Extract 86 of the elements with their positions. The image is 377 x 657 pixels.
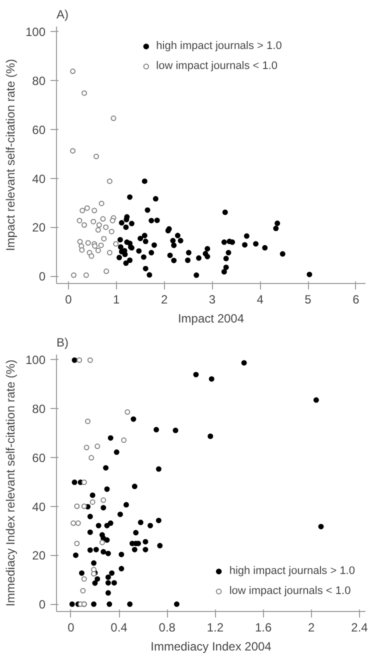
y-tick-label: 60: [32, 450, 46, 465]
x-tick-label: 4: [256, 292, 264, 306]
point: [104, 268, 110, 274]
legend-label: low impact journals < 1.0: [229, 585, 351, 597]
y-tick-label: 20: [32, 220, 46, 235]
point: [82, 90, 88, 96]
point: [88, 455, 94, 461]
legend-label: high impact journals > 1.0: [229, 565, 355, 577]
point: [99, 540, 105, 546]
y-tick-label: 100: [25, 24, 46, 39]
point: [85, 418, 91, 424]
y-tick-label: 40: [32, 500, 46, 514]
point: [90, 218, 96, 224]
point: [95, 227, 101, 233]
point: [98, 242, 104, 248]
point: [74, 504, 80, 509]
point: [108, 228, 114, 234]
x-tick-label: 6: [352, 292, 360, 306]
point: [101, 236, 107, 242]
point: [70, 520, 76, 526]
point: [82, 222, 88, 228]
point: [94, 444, 100, 450]
y-tick-label: 20: [32, 548, 46, 563]
y-axis-title: Impact relevant self-citation rate (%): [3, 58, 18, 252]
point: [75, 520, 81, 526]
x-tick-label: 1.6: [254, 620, 272, 634]
point: [84, 205, 90, 211]
x-axis-title: Immediacy Index 2004: [150, 640, 272, 654]
point: [81, 504, 87, 509]
y-axis-title: Immediacy Index relevant self-citation rate (%): [3, 360, 18, 606]
y-tick-label: 0: [38, 598, 46, 612]
point: [80, 588, 86, 594]
point: [106, 178, 112, 184]
point: [70, 272, 76, 278]
point: [84, 444, 90, 450]
y-tick-label: 80: [32, 74, 46, 88]
point: [90, 499, 96, 505]
point: [81, 480, 87, 486]
point: [77, 238, 83, 244]
point: [70, 148, 76, 154]
x-tick-label: 3: [208, 292, 216, 306]
point: [94, 154, 100, 160]
point: [85, 240, 91, 246]
x-tick-label: 2.4: [351, 620, 368, 634]
point: [87, 357, 93, 363]
legend-label: low impact journals < 1.0: [156, 60, 278, 72]
point: [100, 497, 106, 503]
x-tick-label: 0: [68, 620, 75, 634]
point: [110, 116, 116, 122]
point: [83, 272, 89, 278]
y-tick-label: 100: [25, 352, 46, 367]
point: [95, 248, 101, 254]
point: [88, 253, 94, 259]
point: [76, 218, 82, 224]
point: [113, 241, 119, 247]
chart-title: B): [56, 336, 69, 350]
point: [124, 409, 130, 415]
point: [74, 540, 80, 546]
x-tick-label: 0.8: [158, 620, 176, 634]
point: [76, 357, 82, 363]
legend-label: high impact journals > 1.0: [156, 40, 282, 52]
point: [81, 576, 87, 582]
point: [110, 218, 116, 224]
point: [96, 222, 102, 228]
x-tick-label: 1: [113, 292, 120, 306]
y-tick-label: 0: [38, 270, 46, 284]
point: [98, 200, 104, 206]
point: [121, 437, 127, 443]
point: [103, 224, 109, 230]
point: [100, 216, 106, 222]
x-tick-label: 5: [304, 292, 312, 306]
point: [70, 68, 76, 74]
y-tick-label: 40: [32, 172, 46, 186]
x-tick-label: 2: [160, 292, 168, 306]
point: [92, 208, 98, 214]
x-axis-title: Impact 2004: [178, 312, 244, 326]
y-tick-label: 80: [32, 402, 46, 416]
chart-title: A): [56, 8, 69, 22]
point: [80, 208, 86, 214]
y-tick-label: 60: [32, 122, 46, 137]
x-tick-label: 1.2: [206, 620, 224, 634]
x-tick-label: 2: [308, 620, 316, 634]
x-tick-label: 0.4: [110, 620, 128, 634]
point: [106, 250, 112, 256]
point: [79, 247, 85, 253]
x-tick-label: 0: [65, 292, 72, 306]
